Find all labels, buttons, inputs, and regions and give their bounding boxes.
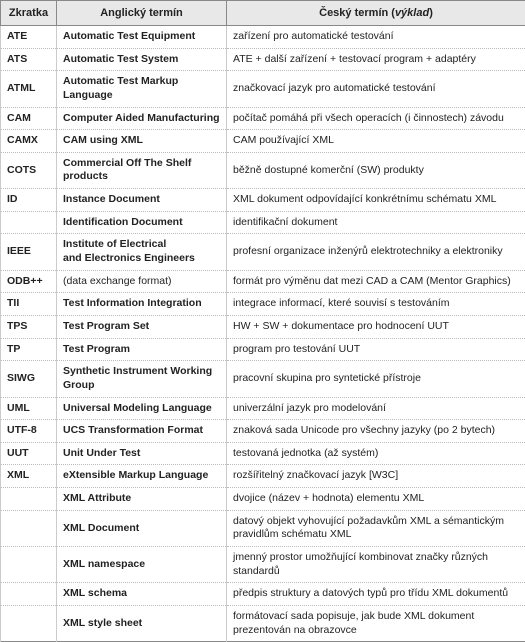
cz-cell: program pro testování UUT [227,338,525,361]
cz-cell: datový objekt vyhovující požadavkům XML … [227,510,525,546]
en-cell: Commercial Off The Shelf products [57,152,227,188]
abbr-cell: UTF-8 [1,420,57,443]
en-cell: Institute of Electricaland Electronics E… [57,234,227,270]
cz-cell: CAM používající XML [227,130,525,153]
en-cell: eXtensible Markup Language [57,465,227,488]
cz-cell: univerzální jazyk pro modelování [227,397,525,420]
cz-cell: běžně dostupné komerční (SW) produkty [227,152,525,188]
abbr-cell: UML [1,397,57,420]
en-cell: XML schema [57,583,227,606]
en-cell: Instance Document [57,189,227,212]
cz-cell: zařízení pro automatické testování [227,26,525,49]
en-cell: Identification Document [57,211,227,234]
en-cell: Automatic Test System [57,48,227,71]
table-row: TPSTest Program SetHW + SW + dokumentace… [1,315,525,338]
abbr-cell: TP [1,338,57,361]
abbr-cell: ODB++ [1,270,57,293]
en-cell: Computer Aided Manufacturing [57,107,227,130]
en-cell: Automatic Test Markup Language [57,71,227,107]
cz-cell: HW + SW + dokumentace pro hodnocení UUT [227,315,525,338]
table-row: TPTest Programprogram pro testování UUT [1,338,525,361]
cz-cell: ATE + další zařízení + testovací program… [227,48,525,71]
abbr-cell: UUT [1,442,57,465]
cz-cell: formátovací sada popisuje, jak bude XML … [227,605,525,641]
cz-cell: předpis struktury a datových typů pro tř… [227,583,525,606]
table-header-row: Zkratka Anglický termín Český termín (vý… [1,1,525,26]
table-row: UMLUniversal Modeling Languageuniverzáln… [1,397,525,420]
table-row: XML namespacejmenný prostor umožňující k… [1,547,525,583]
abbr-cell [1,510,57,546]
table-row: IEEEInstitute of Electricaland Electroni… [1,234,525,270]
table-row: UUTUnit Under Testtestovaná jednotka (až… [1,442,525,465]
col-header-abbr: Zkratka [1,1,57,26]
abbr-cell: ATS [1,48,57,71]
abbr-cell: SIWG [1,361,57,397]
table-row: XMLeXtensible Markup Languagerozšířiteln… [1,465,525,488]
cz-cell: rozšířitelný značkovací jazyk [W3C] [227,465,525,488]
table-row: XML Documentdatový objekt vyhovující pož… [1,510,525,546]
en-cell: UCS Transformation Format [57,420,227,443]
col-header-en: Anglický termín [57,1,227,26]
cz-cell: pracovní skupina pro syntetické přístroj… [227,361,525,397]
abbr-cell: XML [1,465,57,488]
table-row: CAMXCAM using XMLCAM používající XML [1,130,525,153]
cz-cell: znaková sada Unicode pro všechny jazyky … [227,420,525,443]
en-cell: XML Attribute [57,488,227,511]
table-row: XML Attributedvojice (název + hodnota) e… [1,488,525,511]
abbr-cell: TII [1,293,57,316]
table-row: CAMComputer Aided Manufacturingpočítač p… [1,107,525,130]
en-cell: XML Document [57,510,227,546]
abbr-cell [1,583,57,606]
abbr-cell [1,488,57,511]
table-row: ATEAutomatic Test Equipmentzařízení pro … [1,26,525,49]
en-cell: XML namespace [57,547,227,583]
cz-cell: testovaná jednotka (až systém) [227,442,525,465]
col-header-cz: Český termín (výklad) [227,1,525,26]
en-cell: Test Information Integration [57,293,227,316]
glossary-table: Zkratka Anglický termín Český termín (vý… [0,0,525,642]
table-row: ATSAutomatic Test SystemATE + další zaří… [1,48,525,71]
abbr-cell: COTS [1,152,57,188]
cz-cell: identifikační dokument [227,211,525,234]
table-row: Identification Documentidentifikační dok… [1,211,525,234]
table-row: IDInstance DocumentXML dokument odpovída… [1,189,525,212]
en-cell: CAM using XML [57,130,227,153]
table-row: ATMLAutomatic Test Markup Languageznačko… [1,71,525,107]
en-cell: Automatic Test Equipment [57,26,227,49]
cz-cell: profesní organizace inženýrů elektrotech… [227,234,525,270]
cz-cell: formát pro výměnu dat mezi CAD a CAM (Me… [227,270,525,293]
en-cell: Universal Modeling Language [57,397,227,420]
abbr-cell [1,211,57,234]
en-cell: Unit Under Test [57,442,227,465]
table-row: COTSCommercial Off The Shelf productsběž… [1,152,525,188]
abbr-cell: TPS [1,315,57,338]
en-cell: Synthetic Instrument Working Group [57,361,227,397]
abbr-cell: IEEE [1,234,57,270]
abbr-cell [1,547,57,583]
abbr-cell: ID [1,189,57,212]
cz-cell: jmenný prostor umožňující kombinovat zna… [227,547,525,583]
cz-cell: počítač pomáhá při všech operacích (i či… [227,107,525,130]
table-row: SIWGSynthetic Instrument Working Grouppr… [1,361,525,397]
en-cell: Test Program [57,338,227,361]
cz-cell: integrace informací, které souvisí s tes… [227,293,525,316]
table-row: UTF-8UCS Transformation Formatznaková sa… [1,420,525,443]
abbr-cell: ATE [1,26,57,49]
en-cell: (data exchange format) [57,270,227,293]
en-cell: Test Program Set [57,315,227,338]
table-row: ODB++(data exchange format)formát pro vý… [1,270,525,293]
table-body: ATEAutomatic Test Equipmentzařízení pro … [1,26,525,642]
table-row: XML schemapředpis struktury a datových t… [1,583,525,606]
abbr-cell [1,605,57,641]
abbr-cell: CAM [1,107,57,130]
cz-cell: značkovací jazyk pro automatické testová… [227,71,525,107]
table-row: XML style sheetformátovací sada popisuje… [1,605,525,641]
abbr-cell: CAMX [1,130,57,153]
cz-cell: dvojice (název + hodnota) elementu XML [227,488,525,511]
en-cell: XML style sheet [57,605,227,641]
cz-cell: XML dokument odpovídající konkrétnímu sc… [227,189,525,212]
abbr-cell: ATML [1,71,57,107]
table-row: TIITest Information Integrationintegrace… [1,293,525,316]
